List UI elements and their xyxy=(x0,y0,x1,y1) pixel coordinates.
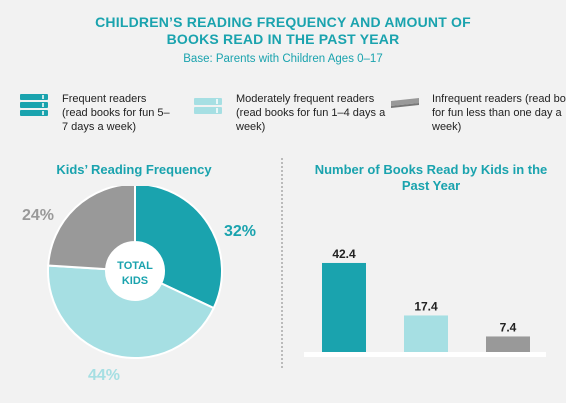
bar-value-label-0: 42.4 xyxy=(332,247,356,261)
pie-center-label: TOTAL xyxy=(117,260,153,272)
books-stack-icon xyxy=(194,98,222,114)
legend-item-frequent: Frequent readers (read books for fun 5–7… xyxy=(18,92,172,134)
bar-value-label-2: 7.4 xyxy=(500,320,517,334)
pie-chart: 32% 44% 24% TOTAL KIDS xyxy=(22,186,256,384)
legend-label-frequent: Frequent readers (read books for fun 5–7… xyxy=(62,93,170,133)
bar-chart-title: Number of Books Read by Kids in the Past… xyxy=(314,162,548,193)
title-line-2: BOOKS READ IN THE PAST YEAR xyxy=(166,31,400,47)
chart-subtitle: Base: Parents with Children Ages 0–17 xyxy=(183,53,383,65)
books-stack-icon xyxy=(20,94,48,116)
bar-chart: 42.4 17.4 7.4 xyxy=(304,247,546,357)
bar-1 xyxy=(404,315,448,352)
pie-chart-title: Kids’ Reading Frequency xyxy=(56,162,212,177)
pie-slice-0 xyxy=(134,186,223,310)
pie-center-label: KIDS xyxy=(122,275,148,287)
bar-value-label-1: 17.4 xyxy=(414,299,438,313)
section-divider xyxy=(281,158,283,368)
legend-label-infrequent: Infrequent readers (read books for fun l… xyxy=(432,93,566,133)
legend-label-moderate: Moderately frequent readers (read books … xyxy=(236,93,386,133)
pie-value-label-1: 44% xyxy=(88,367,120,384)
pie-value-label-2: 24% xyxy=(22,207,54,224)
bar-baseline xyxy=(304,352,546,357)
book-icon xyxy=(391,98,419,108)
bar-0 xyxy=(322,262,366,352)
legend-item-moderate: Moderately frequent readers (read books … xyxy=(192,92,386,134)
legend-item-infrequent: Infrequent readers (read books for fun l… xyxy=(388,92,566,134)
bar-2 xyxy=(486,336,530,352)
pie-center-hole xyxy=(106,242,164,300)
chart-title: CHILDREN’S READING FREQUENCY AND AMOUNT … xyxy=(0,14,566,48)
pie-value-label-0: 32% xyxy=(224,223,256,240)
title-line-1: CHILDREN’S READING FREQUENCY AND AMOUNT … xyxy=(95,14,471,30)
